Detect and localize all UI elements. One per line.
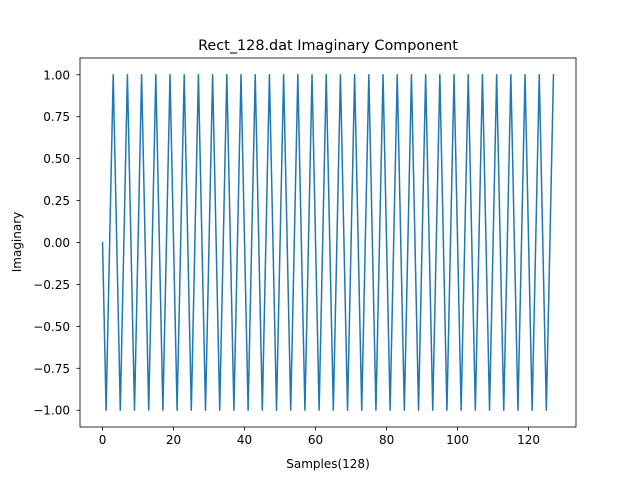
y-axis-label: Imaginary [10,212,24,273]
y-tick-label: 0.25 [43,194,70,208]
x-tick-label: 120 [517,433,540,447]
x-tick-label: 80 [379,433,394,447]
x-tick-label: 40 [237,433,252,447]
plot-area: 0 20 40 60 80 100 120 −1.00 −0.75 −0.50 −0.25 0.00 0… [33,57,577,447]
y-tick-label: 0.00 [43,236,70,250]
x-tick-label: 20 [166,433,181,447]
y-tick-label: −1.00 [33,404,70,418]
y-tick-label: −0.75 [33,362,70,376]
y-tick-label: 0.50 [43,152,70,166]
x-tick-label: 60 [308,433,323,447]
y-tick-label: −0.50 [33,320,70,334]
y-tick-label: 1.00 [43,68,70,82]
y-tick-label: 0.75 [43,110,70,124]
x-tick-label: 100 [446,433,469,447]
series-line-0 [101,74,555,411]
x-tick-label: 0 [99,433,107,447]
y-tick-label: −0.25 [33,278,70,292]
x-axis-label: Samples(128) [286,457,370,471]
chart-title: Rect_128.dat Imaginary Component [198,38,458,54]
